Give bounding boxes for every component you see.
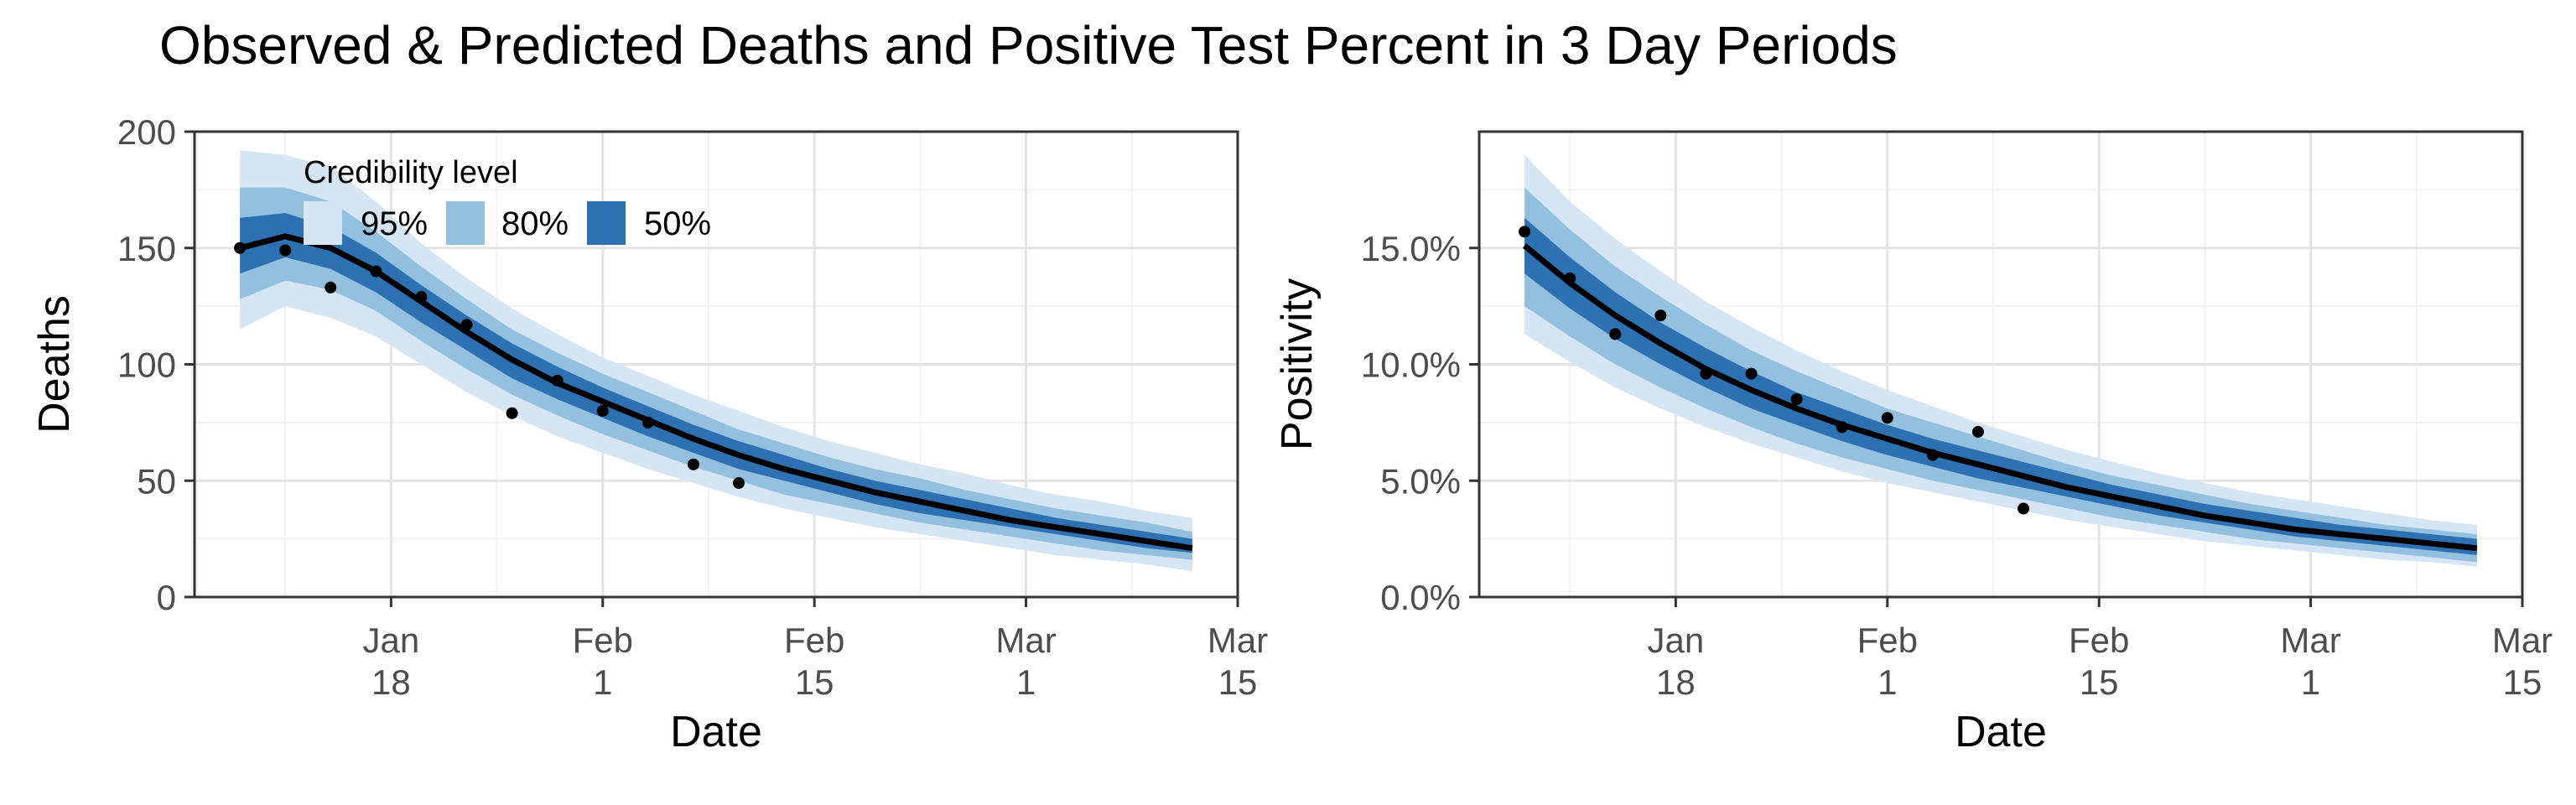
y-tick-label: 100 <box>117 345 176 385</box>
x-tick-label-day: 15 <box>2080 662 2119 702</box>
observed-point <box>415 291 428 304</box>
x-tick-label-month: Feb <box>1857 621 1918 660</box>
observed-point <box>1971 425 1984 438</box>
legend-label-80: 80% <box>501 205 569 242</box>
y-tick-label: 10.0% <box>1361 345 1461 385</box>
observed-point <box>1926 449 1939 461</box>
observed-point <box>596 405 609 417</box>
observed-point <box>1654 309 1667 322</box>
legend-title: Credibility level <box>304 155 518 190</box>
legend-swatch-80 <box>446 201 485 245</box>
observed-point <box>1564 272 1576 284</box>
observed-point <box>506 407 518 419</box>
observed-point <box>1881 412 1893 424</box>
band-50 <box>240 213 1192 553</box>
x-tick-label-day: 18 <box>371 662 411 702</box>
x-tick-label-day: 1 <box>593 662 612 702</box>
x-tick-label-day: 15 <box>2503 662 2542 702</box>
x-tick-label-day: 1 <box>1877 662 1897 702</box>
observed-point <box>2018 502 2030 515</box>
x-axis-title: Date <box>1955 708 2047 756</box>
median-line <box>239 233 1193 552</box>
legend-swatch-95 <box>304 201 342 245</box>
y-tick-label: 150 <box>117 229 176 268</box>
observed-point <box>1790 393 1803 406</box>
y-axis-title: Deaths <box>30 295 79 434</box>
observed-point <box>1700 367 1712 380</box>
legend-label-50: 50% <box>644 205 711 242</box>
x-tick-label-day: 1 <box>1016 662 1036 702</box>
observed-point <box>551 374 564 387</box>
median-line <box>1522 243 2478 552</box>
observed-point <box>1836 421 1848 434</box>
y-tick-label: 0.0% <box>1380 578 1461 617</box>
x-tick-label-month: Mar <box>2280 621 2340 660</box>
observed-point <box>325 281 337 293</box>
x-tick-label-month: Mar <box>1208 621 1268 660</box>
y-tick-label: 50 <box>137 461 176 501</box>
x-axis-title: Date <box>670 708 762 756</box>
legend-label-95: 95% <box>361 205 428 242</box>
legend-swatch-50 <box>587 201 626 245</box>
x-tick-label-month: Mar <box>2492 621 2553 660</box>
observed-point <box>234 242 247 254</box>
observed-point <box>460 319 473 331</box>
x-tick-label-day: 15 <box>1218 662 1258 702</box>
observed-point <box>1519 226 1531 238</box>
x-tick-label-month: Mar <box>995 621 1056 660</box>
positivity-chart: 0.0%5.0%10.0%15.0%Jan18Feb1Feb15Mar1Mar1… <box>1273 130 2553 756</box>
observed-point <box>687 458 699 470</box>
band-50 <box>1524 217 2477 555</box>
observed-point <box>279 244 292 257</box>
x-tick-label-month: Jan <box>1648 621 1705 660</box>
figure-title: Observed & Predicted Deaths and Positive… <box>159 15 1898 75</box>
observed-point <box>370 265 382 278</box>
observed-point <box>1609 328 1622 340</box>
observed-point <box>641 416 654 428</box>
y-tick-label: 200 <box>117 112 176 152</box>
x-tick-label-month: Feb <box>784 621 844 660</box>
y-tick-label: 5.0% <box>1380 461 1461 501</box>
x-tick-label-month: Jan <box>363 621 420 660</box>
y-axis-title: Positivity <box>1273 278 1322 450</box>
observed-point <box>733 477 745 490</box>
legend: Credibility level 95% 80% 50% <box>304 155 711 245</box>
x-tick-label-day: 1 <box>2301 662 2320 702</box>
y-tick-label: 15.0% <box>1361 229 1461 268</box>
observed-point <box>1745 367 1758 380</box>
x-tick-label-day: 15 <box>795 662 834 702</box>
x-tick-label-day: 18 <box>1656 662 1696 702</box>
x-tick-label-month: Feb <box>573 621 633 660</box>
x-tick-label-month: Feb <box>2069 621 2129 660</box>
y-tick-label: 0 <box>157 578 176 617</box>
